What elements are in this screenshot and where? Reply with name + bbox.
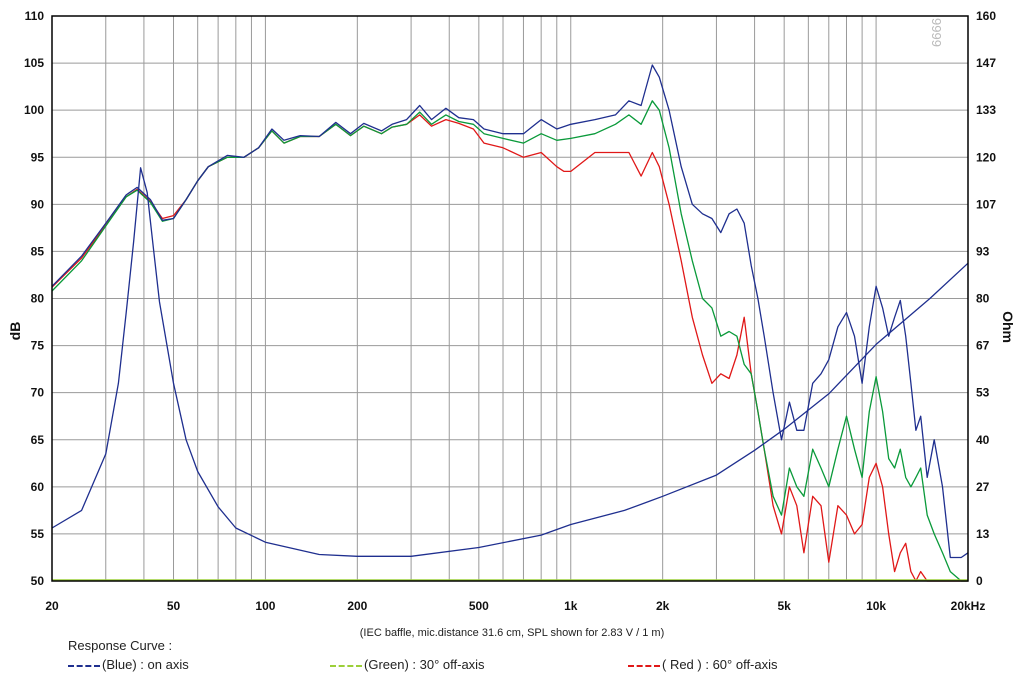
y-right-tick-label: 93	[976, 244, 990, 258]
x-tick-label: 200	[347, 599, 367, 613]
y-left-tick-label: 110	[25, 9, 45, 23]
y-left-tick-label: 95	[31, 150, 45, 164]
y-left-tick-label: 60	[31, 480, 45, 494]
y-left-tick-label: 85	[31, 244, 45, 258]
y-left-tick-label: 105	[24, 56, 44, 70]
y-axis-right-ticks: 160 147 133 120 107 93 80 67 53 40 27 13 0	[976, 9, 996, 588]
legend-label-red: ( Red ) : 60° off-axis	[662, 657, 778, 672]
series-impedance-line	[51, 167, 969, 557]
watermark-text: 9999	[929, 18, 944, 47]
legend-title: Response Curve :	[68, 638, 173, 653]
y-right-tick-label: 147	[976, 56, 996, 70]
y-axis-left-ticks: 110 105 100 95 90 85 80 75 70 65 60 55 50	[24, 9, 44, 588]
legend-swatch-red	[628, 664, 660, 667]
y-right-tick-label: 160	[976, 9, 996, 23]
legend-label-green: (Green) : 30° off-axis	[364, 657, 485, 672]
frequency-response-chart: 20 50 100 200 500 1k 2k 5k 10k 20kHz 110105100959…	[7, 9, 1016, 613]
y-left-tick-label: 70	[31, 386, 45, 400]
x-tick-label: 50	[167, 599, 181, 613]
y-left-tick-label: 75	[31, 339, 45, 353]
x-tick-label: 10k	[866, 599, 886, 613]
y-right-tick-label: 53	[976, 386, 990, 400]
y-right-tick-label: 120	[976, 150, 996, 164]
x-tick-label: 20kHz	[951, 599, 986, 613]
x-axis-ticks: 20 50 100 200 500 1k 2k 5k 10k 20kHz	[45, 599, 985, 613]
y-right-tick-label: 13	[976, 527, 990, 541]
y-right-tick-label: 80	[976, 292, 990, 306]
x-tick-label: 1k	[564, 599, 578, 613]
legend-item-green: (Green) : 30° off-axis	[330, 657, 485, 672]
y-axis-left-label: dB	[7, 322, 23, 341]
x-tick-label: 500	[469, 599, 489, 613]
legend-item-blue: (Blue) : on axis	[68, 657, 189, 672]
x-tick-label: 100	[255, 599, 275, 613]
legend-swatch-green	[330, 664, 362, 667]
y-left-tick-label: 80	[31, 292, 45, 306]
y-right-tick-label: 40	[976, 433, 990, 447]
series-blue-line	[51, 64, 969, 559]
x-tick-label: 20	[45, 599, 59, 613]
x-tick-label: 2k	[656, 599, 670, 613]
y-left-tick-label: 55	[31, 527, 45, 541]
y-right-tick-label: 27	[976, 480, 990, 494]
y-left-tick-label: 65	[31, 433, 45, 447]
y-right-tick-label: 67	[976, 339, 990, 353]
curves	[51, 64, 969, 582]
x-tick-label: 5k	[777, 599, 791, 613]
y-left-tick-label: 90	[31, 197, 45, 211]
y-left-tick-label: 100	[24, 103, 44, 117]
y-right-tick-label: 0	[976, 574, 983, 588]
chart-caption: (IEC baffle, mic.distance 31.6 cm, SPL s…	[359, 627, 665, 639]
legend-item-red: ( Red ) : 60° off-axis	[628, 657, 778, 672]
y-axis-right-label: Ohm	[1000, 311, 1016, 343]
y-right-tick-label: 133	[976, 103, 996, 117]
y-left-tick-label: 50	[31, 574, 45, 588]
grid	[51, 15, 969, 582]
legend-swatch-blue	[68, 664, 100, 667]
legend-label-blue: (Blue) : on axis	[102, 657, 189, 672]
y-right-tick-label: 107	[976, 197, 996, 211]
plot-frame	[51, 15, 969, 582]
